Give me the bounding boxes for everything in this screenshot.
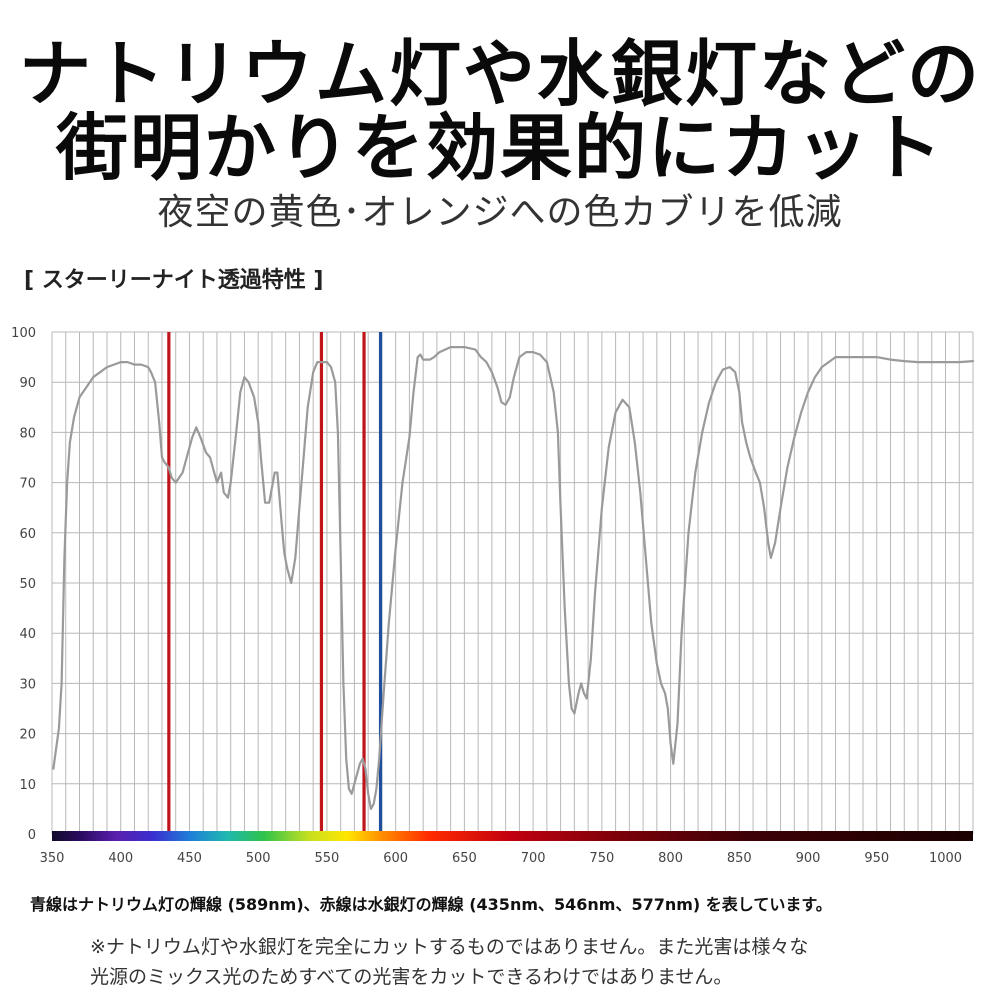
x-tick-label: 850 (727, 851, 752, 866)
y-tick-label: 70 (19, 477, 36, 492)
y-axis-ticks: 0 10 20 30 40 50 60 70 80 90 100 (11, 326, 36, 843)
x-tick-label: 350 (40, 851, 65, 866)
disclaimer-line-1: ※ナトリウム灯や水銀灯を完全にカットするものではありません。また光害は様々な (90, 936, 809, 958)
x-tick-label: 1000 (929, 851, 962, 866)
x-tick-label: 600 (383, 851, 408, 866)
x-tick-label: 650 (452, 851, 477, 866)
chart-grid (51, 331, 974, 835)
y-tick-label: 10 (19, 778, 36, 793)
chart-caption: 青線はナトリウム灯の輝線 (589nm)、赤線は水銀灯の輝線 (435nm、54… (30, 895, 832, 914)
y-tick-label: 60 (19, 527, 36, 542)
y-tick-label: 50 (19, 577, 36, 592)
spectrum-bar (52, 831, 973, 841)
emission-lines (167, 332, 383, 831)
x-tick-label: 800 (658, 851, 683, 866)
chart-section-label: [ スターリーナイト透過特性 ] (24, 268, 324, 293)
x-tick-label: 550 (315, 851, 340, 866)
x-tick-label: 750 (589, 851, 614, 866)
x-tick-label: 450 (177, 851, 202, 866)
y-tick-label: 80 (19, 426, 36, 441)
disclaimer-line-2: 光源のミックス光のためすべての光害をカットできるわけではありません。 (90, 966, 733, 988)
x-tick-label: 400 (108, 851, 133, 866)
y-tick-label: 20 (19, 728, 36, 743)
y-tick-label: 90 (19, 376, 36, 391)
x-tick-label: 500 (246, 851, 271, 866)
headline-line-1: ナトリウム灯や水銀灯などの (18, 32, 981, 116)
x-axis-ticks: 350 400 450 500 550 600 650 700 750 800 850 900 950 1… (40, 851, 962, 866)
x-tick-label: 700 (521, 851, 546, 866)
y-tick-label: 30 (19, 677, 36, 692)
y-tick-label: 40 (19, 627, 36, 642)
y-tick-label: 0 (28, 828, 36, 843)
headline-line-2: 街明かりを効果的にカット (55, 106, 944, 190)
y-tick-label: 100 (11, 326, 36, 341)
subheadline: 夜空の黄色･オレンジへの色カブリを低減 (157, 192, 843, 233)
x-tick-label: 900 (796, 851, 821, 866)
x-tick-label: 950 (864, 851, 889, 866)
transmission-chart: 0 10 20 30 40 50 60 70 80 90 100 350 400 450 500 550 60… (11, 326, 975, 866)
transmission-curve (52, 346, 975, 810)
disclaimer-note: ※ナトリウム灯や水銀灯を完全にカットするものではありません。また光害は様々な 光… (90, 932, 970, 992)
